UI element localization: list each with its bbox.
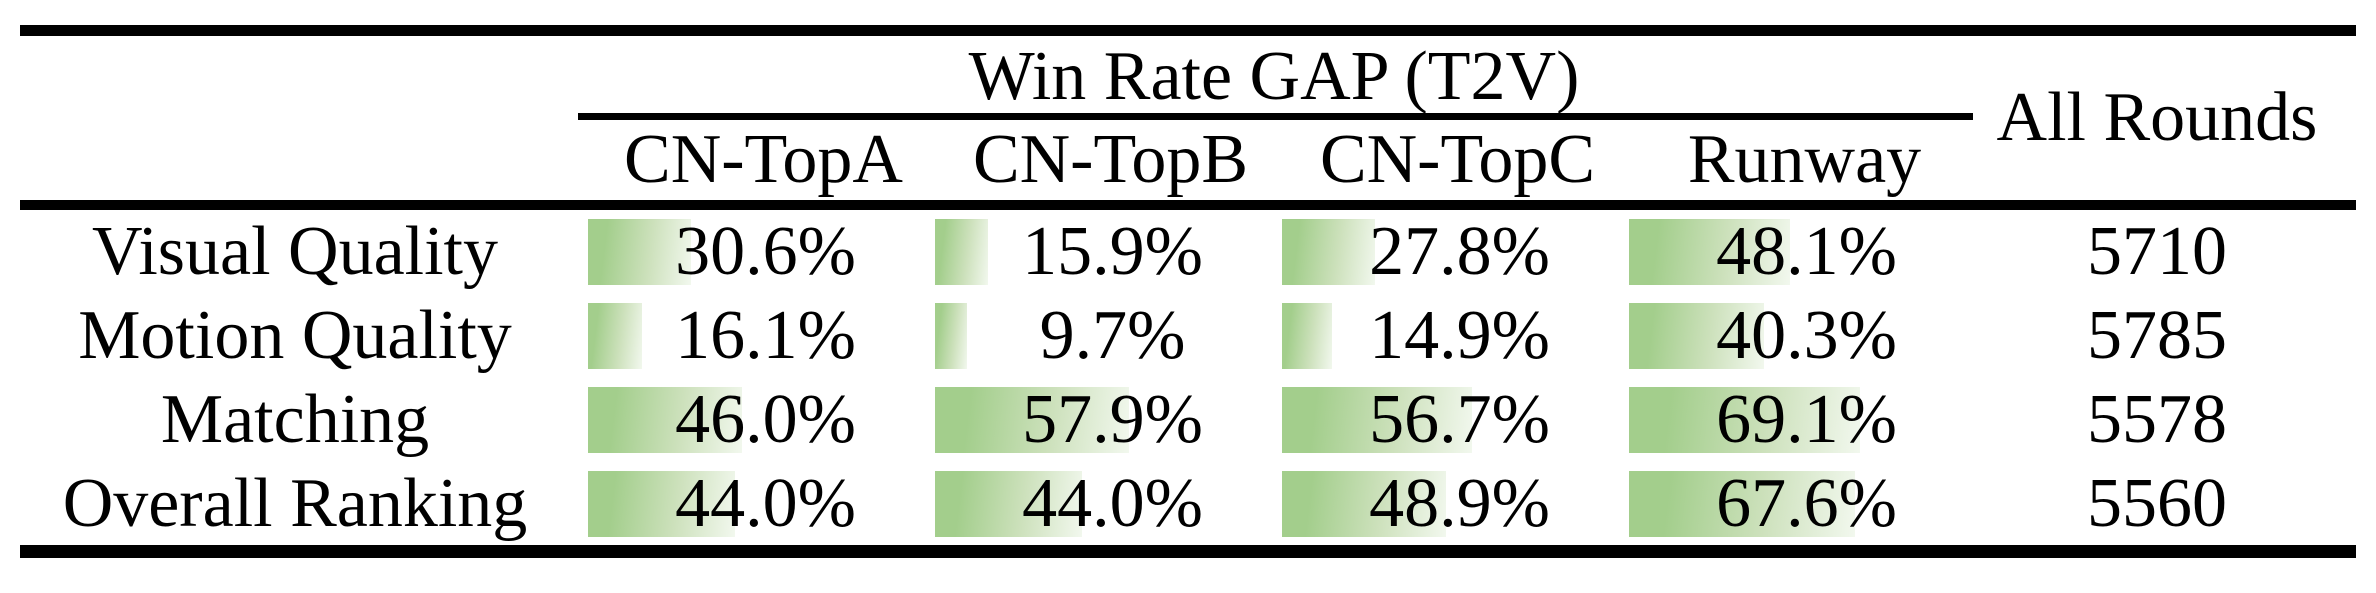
- win-rate-bar: [1629, 219, 1791, 285]
- win-rate-bar: [935, 219, 989, 285]
- gap-value: 40.3%: [1716, 297, 1897, 374]
- win-rate-bar: [1282, 303, 1332, 369]
- bottom-rule: [20, 545, 2356, 558]
- gap-cell: 30.6%: [570, 210, 917, 294]
- gap-value: 9.7%: [1039, 297, 1186, 374]
- win-rate-bar: [1629, 470, 1856, 537]
- row-label-motion-quality: Motion Quality: [78, 297, 512, 374]
- win-rate-bar: [935, 387, 1129, 453]
- group-header-win-rate-gap: Win Rate GAP (T2V): [968, 37, 1580, 115]
- gap-cell: 44.0%: [917, 462, 1264, 545]
- gap-cell: 48.1%: [1611, 210, 1958, 294]
- win-rate-bar: [1629, 387, 1861, 453]
- win-rate-bar: [935, 303, 968, 369]
- gap-cell: 16.1%: [570, 294, 917, 378]
- gap-value: 44.0%: [675, 464, 856, 542]
- gap-value: 57.9%: [1022, 381, 1203, 458]
- gap-value: 67.6%: [1716, 464, 1897, 542]
- gap-value: 16.1%: [675, 297, 856, 374]
- win-rate-bar: [1282, 387, 1472, 453]
- win-rate-bar: [1282, 470, 1446, 537]
- gap-cell: 27.8%: [1264, 210, 1611, 294]
- row-label-matching: Matching: [160, 381, 430, 458]
- column-header-cn-topa: CN-TopA: [624, 121, 903, 198]
- all-rounds-value: 5785: [2087, 297, 2227, 374]
- win-rate-bar: [1282, 219, 1376, 285]
- gap-cell: 48.9%: [1264, 462, 1611, 545]
- all-rounds-value: 5710: [2087, 213, 2227, 290]
- gap-cell: 46.0%: [570, 378, 917, 462]
- win-rate-bar: [588, 470, 736, 537]
- header-body-divider-rule: [20, 200, 2356, 210]
- gap-value: 44.0%: [1022, 464, 1203, 542]
- gap-cell: 9.7%: [917, 294, 1264, 378]
- column-header-all-rounds: All Rounds: [1996, 79, 2318, 156]
- win-rate-bar: [1629, 303, 1764, 369]
- column-header-cn-topc: CN-TopC: [1319, 121, 1596, 198]
- win-rate-bar: [588, 387, 743, 453]
- gap-value: 48.1%: [1716, 213, 1897, 290]
- top-rule: [20, 25, 2356, 36]
- gap-cell: 44.0%: [570, 462, 917, 545]
- gap-value: 27.8%: [1369, 213, 1550, 290]
- gap-cell: 69.1%: [1611, 378, 1958, 462]
- gap-cell: 67.6%: [1611, 462, 1958, 545]
- win-rate-bar: [935, 470, 1083, 537]
- column-header-cn-topb: CN-TopB: [972, 121, 1249, 198]
- win-rate-bar: [588, 219, 691, 285]
- gap-value: 15.9%: [1022, 213, 1203, 290]
- gap-value: 48.9%: [1369, 464, 1550, 542]
- gap-cell: 56.7%: [1264, 378, 1611, 462]
- all-rounds-value: 5560: [2087, 464, 2227, 542]
- win-rate-bar: [588, 303, 642, 369]
- gap-cell: 57.9%: [917, 378, 1264, 462]
- row-label-overall-ranking: Overall Ranking: [62, 464, 528, 542]
- column-header-runway: Runway: [1687, 121, 1922, 198]
- gap-cell: 15.9%: [917, 210, 1264, 294]
- gap-cell: 14.9%: [1264, 294, 1611, 378]
- table-grid: Win Rate GAP (T2V) All Rounds CN-TopA CN…: [20, 36, 2356, 545]
- group-header-underline-rule: [578, 113, 1973, 120]
- all-rounds-value: 5578: [2087, 381, 2227, 458]
- gap-value: 30.6%: [675, 213, 856, 290]
- gap-value: 14.9%: [1369, 297, 1550, 374]
- gap-value: 46.0%: [675, 381, 856, 458]
- gap-value: 69.1%: [1716, 381, 1897, 458]
- gap-cell: 40.3%: [1611, 294, 1958, 378]
- row-label-visual-quality: Visual Quality: [91, 213, 499, 290]
- gap-value: 56.7%: [1369, 381, 1550, 458]
- results-table: Win Rate GAP (T2V) All Rounds CN-TopA CN…: [20, 25, 2356, 558]
